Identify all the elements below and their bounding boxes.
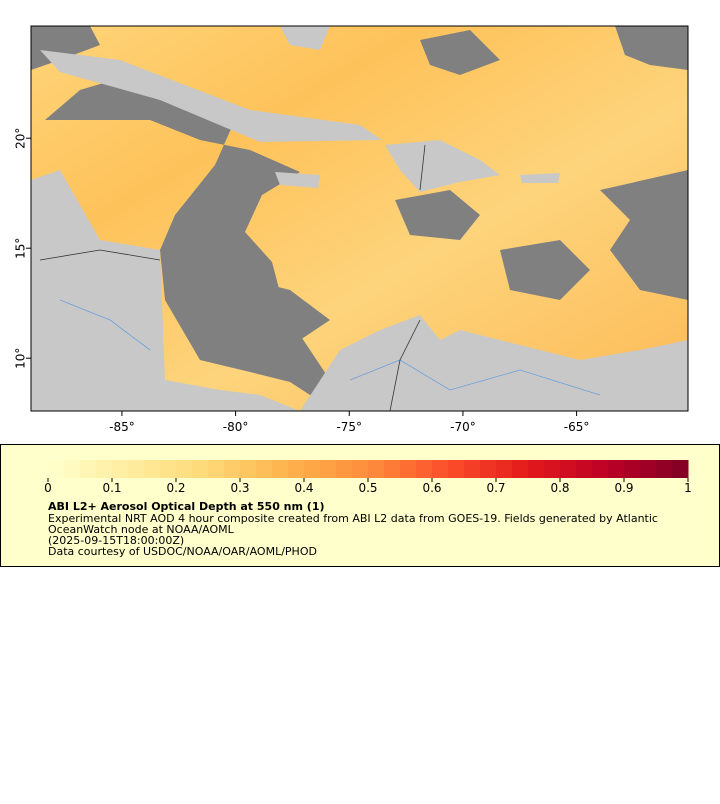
- colorbar-swatch: [64, 460, 81, 478]
- colorbar-swatch: [128, 460, 145, 478]
- colorbar-swatch: [96, 460, 113, 478]
- colorbar-swatch: [160, 460, 177, 478]
- legend-line: Experimental NRT AOD 4 hour composite cr…: [48, 512, 658, 525]
- colorbar-tick-label: 0.9: [614, 481, 633, 495]
- colorbar-swatch: [384, 460, 401, 478]
- colorbar-swatch: [624, 460, 641, 478]
- map-frame: [30, 25, 689, 412]
- colorbar-swatch: [240, 460, 257, 478]
- colorbar-swatch: [512, 460, 529, 478]
- colorbar-tick-label: 0.3: [230, 481, 249, 495]
- colorbar-swatch: [288, 460, 305, 478]
- colorbar-tick-label: 0.2: [166, 481, 185, 495]
- colorbar-tick-label: 0: [44, 481, 52, 495]
- colorbar-swatch: [112, 460, 129, 478]
- colorbar-swatch: [560, 460, 577, 478]
- colorbar-swatch: [416, 460, 433, 478]
- colorbar-swatch: [368, 460, 385, 478]
- colorbar-swatch: [544, 460, 561, 478]
- colorbar-tick-label: 0.4: [294, 481, 313, 495]
- colorbar-swatch: [640, 460, 657, 478]
- colorbar-swatch: [48, 460, 65, 478]
- colorbar-swatch: [336, 460, 353, 478]
- colorbar-swatch: [464, 460, 481, 478]
- y-tick-label: 15°: [14, 238, 28, 259]
- map-image: [31, 26, 688, 411]
- colorbar-swatch: [80, 460, 97, 478]
- colorbar-swatch: [608, 460, 625, 478]
- x-tick-label: -65°: [564, 420, 590, 434]
- x-tick-label: -70°: [450, 420, 476, 434]
- colorbar-tick-label: 0.7: [486, 481, 505, 495]
- colorbar-swatch: [192, 460, 209, 478]
- legend-line: OceanWatch node at NOAA/AOML: [48, 523, 235, 536]
- colorbar-swatch: [496, 460, 513, 478]
- colorbar-swatch: [432, 460, 449, 478]
- colorbar-swatch: [144, 460, 161, 478]
- colorbar-swatch: [672, 460, 689, 478]
- colorbar-swatch: [656, 460, 673, 478]
- x-tick-label: -75°: [336, 420, 362, 434]
- colorbar-swatch: [592, 460, 609, 478]
- colorbar-tick-label: 0.1: [102, 481, 121, 495]
- y-tick-label: 10°: [14, 348, 28, 369]
- colorbar-swatch: [272, 460, 289, 478]
- colorbar-swatch: [400, 460, 417, 478]
- legend-line: Data courtesy of USDOC/NOAA/OAR/AOML/PHO…: [48, 545, 317, 558]
- colorbar-swatch: [304, 460, 321, 478]
- legend-text: ABI L2+ Aerosol Optical Depth at 550 nm …: [48, 500, 658, 558]
- colorbar-tick-label: 0.5: [358, 481, 377, 495]
- colorbar-swatch: [256, 460, 273, 478]
- legend-line: (2025-09-15T18:00:00Z): [48, 534, 184, 547]
- colorbar-swatch: [576, 460, 593, 478]
- colorbar-tick-label: 0.8: [550, 481, 569, 495]
- colorbar-tick-label: 1: [684, 481, 692, 495]
- y-tick-label: 20°: [14, 128, 28, 149]
- colorbar-swatch: [352, 460, 369, 478]
- colorbar-swatch: [480, 460, 497, 478]
- colorbar-tick-label: 0.6: [422, 481, 441, 495]
- colorbar-swatch: [528, 460, 545, 478]
- x-tick-label: -85°: [109, 420, 135, 434]
- colorbar-swatch: [448, 460, 465, 478]
- colorbar-swatch: [176, 460, 193, 478]
- colorbar-swatch: [208, 460, 225, 478]
- colorbar-swatch: [320, 460, 337, 478]
- colorbar-swatch: [224, 460, 241, 478]
- x-tick-label: -80°: [223, 420, 249, 434]
- legend-title: ABI L2+ Aerosol Optical Depth at 550 nm …: [48, 500, 325, 513]
